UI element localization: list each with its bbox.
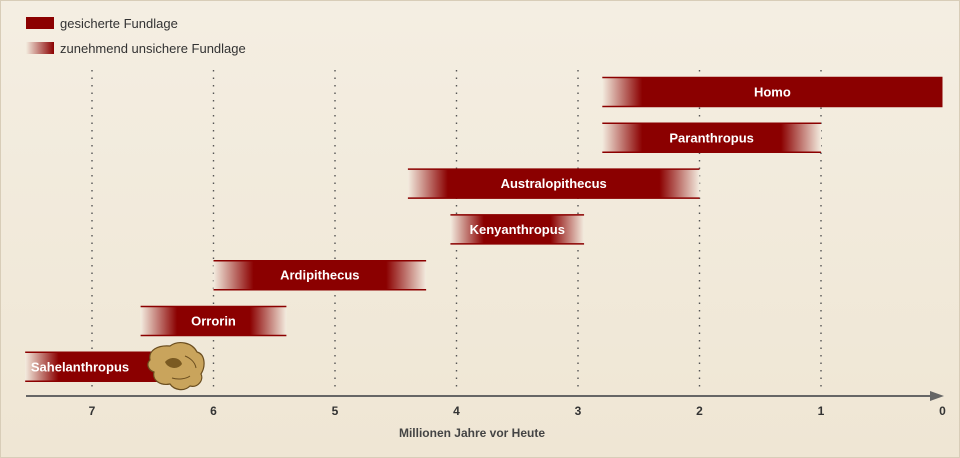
legend-swatch-uncertain xyxy=(26,42,54,54)
bar-label: Kenyanthropus xyxy=(470,222,565,237)
legend: gesicherte Fundlage zunehmend unsichere … xyxy=(26,16,246,56)
bar-paranthropus: Paranthropus xyxy=(602,122,821,154)
bar-fill xyxy=(213,260,427,291)
x-axis: 7 6 5 4 3 2 1 0 Millionen Jahre vor Heute xyxy=(26,391,946,440)
bar-label: Homo xyxy=(754,85,791,100)
tick-label: 5 xyxy=(332,404,339,418)
bar-label: Paranthropus xyxy=(669,130,754,145)
bar-fill xyxy=(450,214,585,245)
bar-label: Orrorin xyxy=(191,314,236,329)
bar-orrorin: Orrorin xyxy=(140,305,287,337)
legend-label-uncertain: zunehmend unsichere Fundlage xyxy=(60,41,246,56)
skull-eye-socket-icon xyxy=(165,358,182,368)
tick-label: 6 xyxy=(210,404,217,418)
bar-sahelanthropus: Sahelanthropus xyxy=(25,351,159,383)
legend-swatch-certain xyxy=(26,17,54,29)
bar-kenyanthropus: Kenyanthropus xyxy=(450,214,585,245)
bar-label: Sahelanthropus xyxy=(31,359,129,374)
tick-label: 7 xyxy=(89,404,96,418)
tick-label: 3 xyxy=(575,404,582,418)
skull-image xyxy=(147,342,205,391)
x-axis-label: Millionen Jahre vor Heute xyxy=(399,426,545,440)
tick-label: 0 xyxy=(939,404,946,418)
axis-arrow-icon xyxy=(930,391,944,401)
tick-label: 1 xyxy=(818,404,825,418)
bar-fill xyxy=(140,306,287,336)
skull-detail-icon xyxy=(171,355,197,380)
bar-ardipithecus: Ardipithecus xyxy=(213,259,427,291)
bar-fill xyxy=(602,122,821,153)
bar-fill xyxy=(25,351,159,382)
bar-fill xyxy=(407,168,700,199)
bar-label: Australopithecus xyxy=(501,176,607,191)
bar-fill xyxy=(602,77,943,107)
legend-label-certain: gesicherte Fundlage xyxy=(60,16,178,31)
tick-label: 4 xyxy=(453,404,460,418)
bar-homo: Homo xyxy=(602,76,943,108)
bar-label: Ardipithecus xyxy=(280,268,359,283)
bars: Homo Paranthropus Australopithecus Kenyanth… xyxy=(25,76,943,383)
bar-australopithecus: Australopithecus xyxy=(407,168,700,199)
tick-label: 2 xyxy=(696,404,703,418)
